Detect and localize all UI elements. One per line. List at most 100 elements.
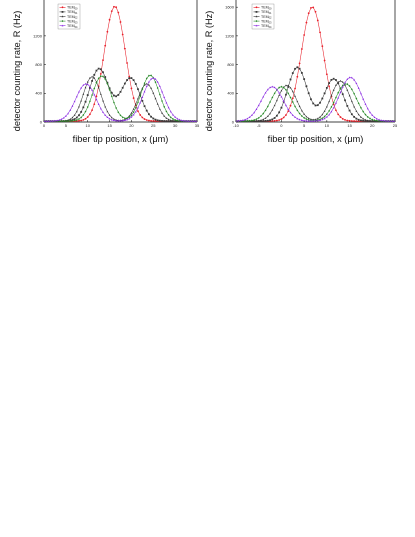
data-point (89, 113, 91, 116)
data-point (323, 110, 326, 112)
data-point (106, 82, 109, 85)
series-line (236, 66, 395, 122)
data-point (180, 119, 183, 122)
data-point (134, 83, 137, 85)
data-point (158, 85, 161, 88)
x-tick-label: -10 (233, 123, 240, 128)
data-point (82, 83, 85, 86)
data-point (346, 83, 349, 86)
data-point (69, 109, 72, 111)
data-point (341, 80, 344, 83)
data-point (156, 86, 159, 90)
data-point (69, 118, 72, 120)
data-point (260, 114, 262, 118)
data-point (257, 104, 260, 107)
data-point (130, 77, 133, 79)
data-point (262, 95, 265, 98)
data-point (239, 119, 242, 122)
data-point (266, 115, 269, 118)
data-point (248, 116, 251, 118)
data-point (364, 120, 367, 122)
data-point (172, 117, 174, 121)
y-tick-label: 800 (35, 62, 42, 67)
data-point (360, 116, 362, 118)
data-point (115, 119, 118, 122)
data-point (141, 99, 144, 102)
data-point (289, 86, 292, 89)
data-point (126, 118, 128, 121)
data-point (93, 73, 96, 76)
data-point (287, 108, 290, 110)
data-point (134, 106, 137, 109)
data-point (67, 112, 69, 115)
data-point (104, 114, 107, 116)
data-point (266, 119, 269, 122)
data-point (86, 80, 89, 83)
data-point (362, 97, 365, 100)
data-point (341, 117, 344, 120)
data-point (253, 111, 256, 114)
data-point (275, 99, 278, 102)
data-point (93, 93, 96, 96)
data-point (332, 101, 335, 104)
series-line (236, 83, 395, 122)
data-point (278, 86, 281, 89)
data-point (264, 91, 267, 94)
data-point (285, 114, 287, 116)
data-point (348, 119, 351, 122)
data-point (362, 119, 365, 122)
data-point (106, 81, 109, 84)
data-point (357, 113, 360, 116)
data-point (389, 120, 392, 122)
data-point (167, 113, 170, 117)
data-point (350, 113, 353, 116)
data-point (344, 82, 346, 86)
data-point (102, 99, 104, 102)
legend-label-subscript: 01 (269, 11, 272, 15)
series-line (44, 68, 197, 122)
data-point (257, 119, 260, 122)
series-TEM03 (236, 82, 395, 122)
data-point (328, 109, 331, 112)
data-point (275, 119, 278, 122)
x-tick-label: 25 (393, 123, 398, 128)
legend-label: TEM03 (261, 19, 272, 24)
data-point (91, 89, 93, 91)
data-point (110, 116, 113, 119)
data-point (176, 117, 179, 120)
plot-area (236, 6, 395, 122)
data-point (73, 100, 76, 103)
data-point (163, 105, 166, 108)
data-point (145, 109, 148, 112)
data-point (328, 82, 331, 85)
data-point (123, 47, 126, 50)
data-point (269, 100, 271, 104)
data-point (119, 114, 122, 117)
data-point (113, 118, 115, 120)
data-point (97, 67, 100, 70)
data-point (294, 105, 296, 108)
data-point (350, 88, 353, 91)
data-point (182, 119, 185, 122)
legend-label-subscript: 03 (75, 20, 78, 24)
data-point (128, 77, 131, 79)
data-point (312, 102, 315, 105)
data-point (305, 115, 308, 118)
data-point (82, 118, 85, 121)
data-point (257, 116, 260, 119)
x-tick-label: 10 (85, 123, 90, 128)
data-point (191, 120, 194, 122)
data-point (337, 80, 340, 83)
legend-marker (61, 11, 64, 13)
data-point (273, 92, 276, 95)
data-point (255, 118, 258, 121)
data-point (305, 85, 308, 88)
data-point (271, 85, 274, 88)
data-point (382, 119, 385, 122)
series-line (236, 80, 395, 122)
data-point (305, 118, 308, 121)
data-point (294, 95, 296, 98)
data-point (296, 66, 299, 69)
data-point (344, 99, 346, 102)
data-point (150, 115, 152, 118)
